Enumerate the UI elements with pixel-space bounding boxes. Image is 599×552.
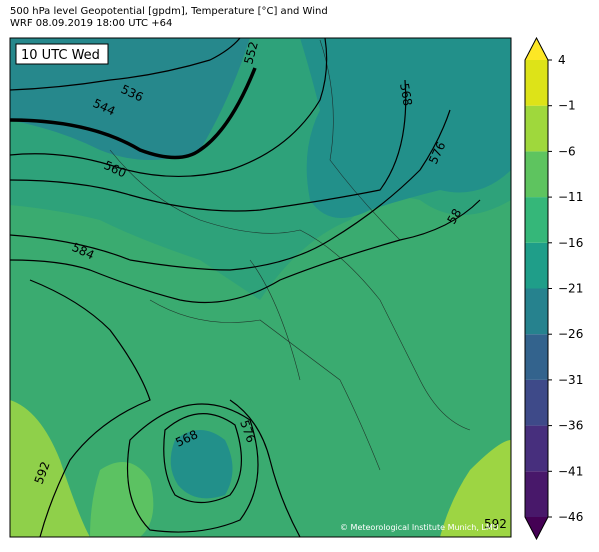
- colorbar-band: [525, 425, 548, 472]
- time-label: 10 UTC Wed: [21, 48, 100, 63]
- colorbar-band: [525, 197, 548, 243]
- colorbar-tick-label: −26: [558, 327, 583, 341]
- colorbar-band: [525, 242, 548, 289]
- contour-label: 552: [241, 40, 260, 66]
- title-line: 500 hPa level Geopotential [gpdm], Tempe…: [10, 6, 328, 17]
- colorbar-tick-label: −21: [558, 282, 583, 296]
- colorbar-band: [525, 334, 548, 380]
- colorbar-band: [525, 379, 548, 426]
- contour-label: 592: [484, 517, 507, 531]
- colorbar-tick-label: −41: [558, 464, 583, 478]
- title-line: WRF 08.09.2019 18:00 UTC +64: [10, 18, 172, 29]
- colorbar-tick-label: 4: [558, 53, 566, 67]
- colorbar-tick-label: −46: [558, 510, 583, 524]
- colorbar-tick-label: −1: [558, 99, 576, 113]
- colorbar-under: [525, 517, 548, 539]
- contour-label: 568: [397, 82, 415, 107]
- map-frame: [9, 37, 512, 538]
- contour-label: 58: [444, 206, 464, 226]
- colorbar-band: [525, 151, 548, 198]
- colorbar-band: [525, 288, 548, 335]
- colorbar-band: [525, 60, 548, 106]
- map: 10 UTC Wed 536 544 552 560 568 576 584 5…: [10, 38, 511, 537]
- colorbar-tick-label: −6: [558, 144, 576, 158]
- colorbar-tick-label: −36: [558, 419, 583, 433]
- colorbar-band: [525, 471, 548, 517]
- colorbar-tick-label: −11: [558, 190, 583, 204]
- colorbar-tick-label: −16: [558, 236, 583, 250]
- colorbar-band: [525, 105, 548, 152]
- colorbar-over: [525, 38, 548, 60]
- colorbar-tick-label: −31: [558, 373, 583, 387]
- credit: © Meteorological Institute Munich, LMU: [340, 523, 499, 532]
